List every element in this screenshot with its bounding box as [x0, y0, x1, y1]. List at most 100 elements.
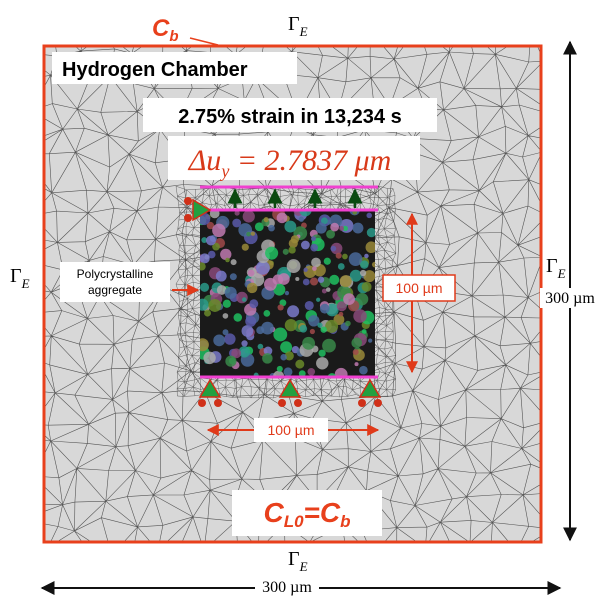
grain [285, 291, 289, 295]
grain [203, 352, 215, 364]
grain [360, 270, 366, 276]
grain [303, 268, 307, 272]
grain [324, 258, 331, 265]
grain [305, 301, 314, 310]
grain [330, 223, 339, 232]
grain [291, 235, 299, 243]
grain [268, 225, 275, 232]
grain [284, 221, 296, 233]
grain [225, 356, 236, 367]
grain [320, 326, 326, 332]
grain [325, 320, 338, 333]
grain [200, 283, 209, 292]
grain [234, 313, 242, 321]
grain [362, 282, 372, 292]
grain [351, 338, 362, 349]
grain [287, 259, 301, 273]
grain [367, 228, 376, 237]
grain [261, 322, 274, 335]
grain [225, 287, 237, 299]
grain [245, 316, 256, 327]
boundary-label: Cb [152, 15, 179, 45]
grain [340, 275, 352, 287]
grain [312, 266, 317, 271]
grain [336, 253, 342, 259]
grain [284, 367, 293, 376]
grain [204, 310, 211, 317]
grain [310, 329, 315, 334]
grain [230, 273, 237, 280]
displacement: Δuy = 2.7837 μm [188, 144, 392, 181]
grain [262, 353, 273, 364]
grain [299, 217, 304, 222]
grain [247, 283, 258, 294]
grain [283, 249, 289, 255]
grain [364, 254, 368, 258]
grain [285, 319, 297, 331]
grain [311, 236, 316, 241]
grain [246, 232, 251, 237]
grain [307, 368, 315, 376]
grain [242, 325, 254, 337]
dimension-label: 300 µm [262, 579, 312, 596]
grain [288, 246, 295, 253]
grain [280, 354, 286, 360]
grain [273, 328, 287, 342]
grain [322, 339, 336, 353]
gamma-label: ΓE [10, 265, 30, 291]
grain [300, 325, 308, 333]
grain [342, 254, 348, 260]
grain [243, 210, 255, 222]
grain [302, 337, 315, 350]
dimension-label: 100 µm [268, 422, 315, 438]
grain [368, 338, 372, 342]
grain [223, 300, 231, 308]
grain [265, 247, 278, 260]
grain [277, 366, 283, 372]
grain [220, 249, 231, 260]
grain [353, 223, 364, 234]
grain [362, 329, 367, 334]
grain [295, 360, 304, 369]
grain [339, 226, 344, 231]
grain [320, 304, 330, 314]
grain [278, 273, 290, 285]
grain [326, 287, 331, 292]
grain [366, 213, 372, 219]
grain [251, 231, 255, 235]
grain [353, 309, 367, 323]
dimension-label: 300 µm [545, 290, 595, 307]
grain [236, 292, 248, 304]
grain [208, 299, 221, 312]
aggregate-label: aggregate [88, 283, 142, 297]
grain [287, 305, 299, 317]
grain [277, 212, 288, 223]
grain [216, 271, 227, 282]
grain [213, 334, 225, 346]
grain [353, 349, 359, 355]
chamber-title: Hydrogen Chamber [62, 59, 248, 81]
grain [212, 224, 225, 237]
grain [206, 236, 216, 246]
grain [316, 357, 328, 369]
gamma-label: ΓE [288, 548, 308, 574]
grain [223, 329, 229, 335]
dimension-label: 100 µm [396, 280, 443, 296]
grain [231, 259, 237, 265]
grain [264, 217, 269, 222]
grain [295, 277, 299, 281]
label-leader [190, 38, 218, 45]
grain [343, 293, 355, 305]
grain [311, 258, 321, 268]
grain [263, 310, 270, 317]
grain [280, 341, 292, 353]
grain [303, 279, 310, 286]
grain [310, 244, 318, 252]
grain [316, 223, 327, 234]
grain [223, 313, 229, 319]
gamma-label: ΓE [546, 255, 566, 281]
grain [330, 246, 336, 252]
grain [354, 362, 358, 366]
grain [225, 258, 230, 263]
diagram: Cb ΓE ΓE ΓE ΓE Hydrogen Chamber 2.75% st… [0, 0, 604, 601]
